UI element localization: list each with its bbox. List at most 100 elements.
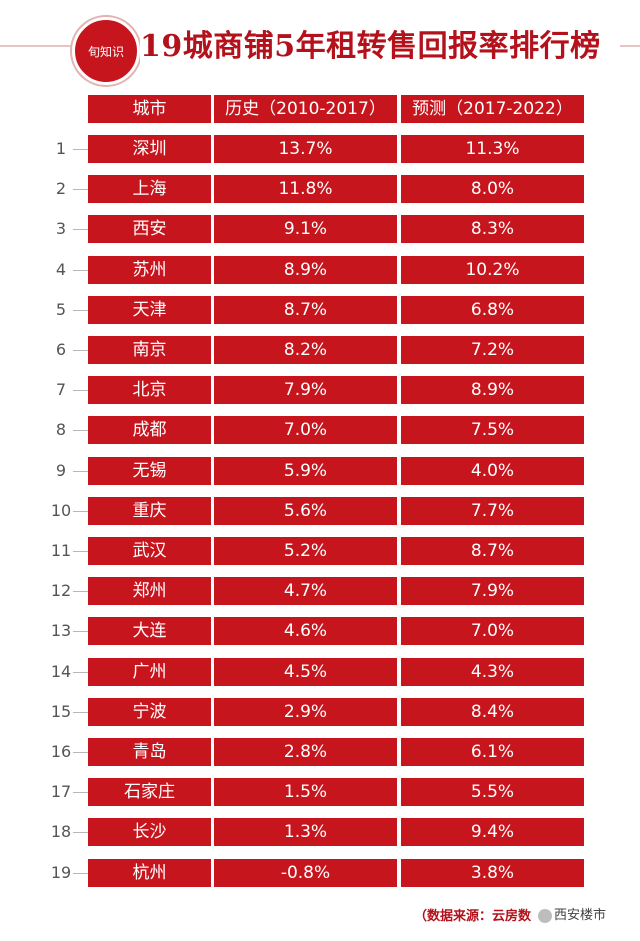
column-header-city: 城市 (88, 95, 211, 123)
city-cell: 上海 (88, 175, 211, 204)
rank-number: 3 (55, 219, 67, 239)
column-header-history: 历史（2010-2017） (214, 95, 397, 123)
table-row: 4 苏州 8.9% 10.2% (0, 255, 640, 284)
history-cell: 2.9% (214, 697, 397, 726)
rank-tick (73, 551, 88, 552)
rank-number: 10 (50, 500, 72, 520)
city-cell: 郑州 (88, 577, 211, 606)
brand-logo-text: 旬知识 (87, 44, 124, 59)
history-cell: 2.8% (214, 738, 397, 766)
rank-tick (73, 470, 88, 472)
city-cell: 石家庄 (88, 778, 211, 807)
rank-tick (73, 390, 88, 392)
forecast-cell: 6.8% (401, 295, 584, 324)
rank-tick (73, 832, 88, 834)
city-cell: 北京 (88, 376, 211, 405)
city-cell: 深圳 (88, 135, 211, 163)
rank-number: 14 (50, 661, 72, 681)
forecast-cell: 7.9% (401, 577, 584, 606)
rank-number: 12 (50, 581, 72, 601)
table-row: 14 广州 4.5% 4.3% (0, 657, 640, 686)
rank-tick (73, 269, 88, 271)
wechat-icon (538, 908, 552, 923)
city-cell: 宁波 (88, 697, 211, 726)
history-cell: 5.9% (214, 456, 397, 485)
forecast-cell: 6.1% (401, 738, 584, 766)
table-row: 13 大连 4.6% 7.0% (0, 617, 640, 646)
city-cell: 长沙 (88, 818, 211, 847)
rank-number: 7 (55, 380, 67, 400)
table-row: 10 重庆 5.6% 7.7% (0, 496, 640, 525)
rank-number: 13 (50, 621, 72, 641)
forecast-cell: 5.5% (401, 778, 584, 807)
city-cell: 苏州 (88, 255, 211, 284)
history-cell: 8.7% (214, 295, 397, 324)
rank-tick (73, 792, 88, 794)
history-cell: 1.3% (214, 818, 397, 847)
rank-tick (73, 591, 88, 593)
rank-number: 4 (55, 259, 67, 279)
forecast-cell: 4.0% (401, 456, 584, 485)
history-cell: 8.9% (214, 255, 397, 284)
history-cell: 5.2% (214, 537, 397, 565)
forecast-cell: 8.4% (401, 697, 584, 726)
city-cell: 无锡 (88, 456, 211, 485)
history-cell: 4.5% (214, 657, 397, 686)
table-row: 11 武汉 5.2% 8.7% (0, 537, 640, 565)
rank-number: 16 (50, 742, 72, 761)
table-row: 2 上海 11.8% 8.0% (0, 175, 640, 204)
forecast-cell: 8.7% (401, 537, 584, 565)
forecast-cell: 8.0% (401, 175, 584, 204)
rank-number: 15 (50, 701, 72, 721)
forecast-cell: 7.7% (401, 496, 584, 525)
city-cell: 广州 (88, 657, 211, 686)
city-cell: 西安 (88, 215, 211, 244)
rank-number: 18 (50, 822, 72, 842)
city-cell: 大连 (88, 617, 211, 646)
table-row: 9 无锡 5.9% 4.0% (0, 456, 640, 485)
history-cell: 4.6% (214, 617, 397, 646)
forecast-cell: 8.9% (401, 376, 584, 405)
city-cell: 成都 (88, 416, 211, 445)
rank-number: 19 (50, 862, 72, 882)
rank-number: 9 (55, 460, 67, 480)
watermark: 西安楼市 (538, 904, 634, 928)
rank-number: 2 (55, 179, 67, 199)
forecast-cell: 7.5% (401, 416, 584, 445)
rank-number: 1 (55, 139, 67, 158)
history-cell: 5.6% (214, 496, 397, 525)
history-cell: 4.7% (214, 577, 397, 606)
rank-tick (73, 149, 88, 150)
header: 旬知识 19城商铺5年租转售回报率排行榜 (0, 0, 640, 92)
rank-tick (73, 229, 88, 231)
table-row: 16 青岛 2.8% 6.1% (0, 738, 640, 766)
forecast-cell: 11.3% (401, 135, 584, 163)
table-row: 17 石家庄 1.5% 5.5% (0, 778, 640, 807)
forecast-cell: 9.4% (401, 818, 584, 847)
table-row: 1 深圳 13.7% 11.3% (0, 135, 640, 163)
column-header-forecast: 预测（2017-2022） (401, 95, 584, 123)
rank-number: 5 (55, 299, 67, 319)
history-cell: 8.2% (214, 336, 397, 364)
rank-tick (73, 189, 88, 191)
watermark-text: 西安楼市 (554, 908, 607, 923)
history-cell: 11.8% (214, 175, 397, 204)
rank-tick (73, 350, 88, 351)
rank-tick (73, 510, 88, 512)
rank-number: 8 (55, 420, 67, 440)
rank-tick (73, 671, 88, 673)
table-row: 18 长沙 1.3% 9.4% (0, 818, 640, 847)
forecast-cell: 8.3% (401, 215, 584, 244)
table-row: 3 西安 9.1% 8.3% (0, 215, 640, 244)
history-cell: 7.0% (214, 416, 397, 445)
rank-tick (73, 430, 88, 432)
history-cell: 9.1% (214, 215, 397, 244)
table-row: 8 成都 7.0% 7.5% (0, 416, 640, 445)
brand-logo: 旬知识 (72, 17, 140, 85)
table-row: 19 杭州 -0.8% 3.8% (0, 858, 640, 887)
forecast-cell: 10.2% (401, 255, 584, 284)
city-cell: 重庆 (88, 496, 211, 525)
rank-tick (73, 631, 88, 633)
forecast-cell: 4.3% (401, 657, 584, 686)
rank-tick (73, 872, 88, 874)
